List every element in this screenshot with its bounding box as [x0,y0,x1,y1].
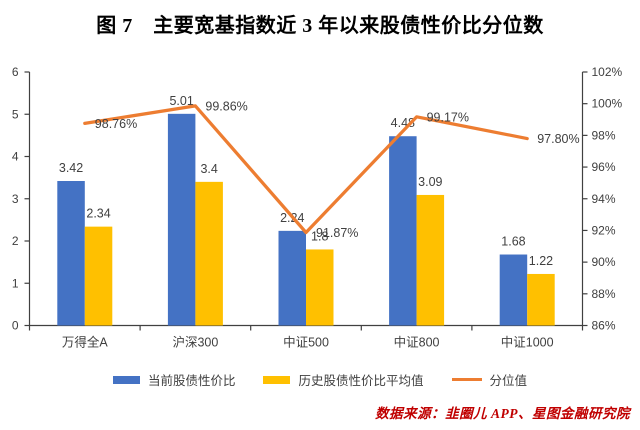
figure-title: 图 7 主要宽基指数近 3 年以来股债性价比分位数 [96,15,544,37]
category-label: 沪深300 [172,336,218,350]
right-axis-tick-label: 96% [592,160,616,174]
category-label: 中证500 [283,335,329,350]
left-axis-tick-label: 2 [12,234,19,248]
legend-label-percentile: 分位值 [489,374,528,388]
legend-swatch-average-bar [263,375,291,384]
legend-item-percentile: 分位值 [451,370,528,389]
bar-value-label: 3.42 [59,161,83,175]
line-value-label: 99.17% [427,110,469,124]
bar-current [389,136,417,326]
category-label: 万得全A [62,335,109,350]
bar-value-label: 2.34 [86,207,110,221]
left-axis-tick-label: 4 [12,150,19,164]
bar-value-label: 1.8 [311,229,328,243]
bar-average [84,226,113,326]
line-value-label: 91.87% [316,226,358,240]
right-axis-tick-label: 98% [592,128,616,142]
bar-current [278,230,306,326]
chart-legend: 当前股债性价比 历史股债性价比平均值 分位值 [0,370,640,389]
left-axis-tick-label: 3 [12,192,19,206]
left-axis-tick-label: 5 [12,107,19,121]
right-axis-tick-label: 100% [592,97,623,111]
line-value-label: 97.80% [537,132,579,146]
bar-current [499,254,528,326]
bar-value-label: 1.22 [529,254,553,268]
bar-average [416,194,445,326]
bar-current [167,113,196,326]
legend-swatch-percentile-line [451,377,482,382]
right-axis-tick-label: 102% [592,65,623,79]
legend-item-average: 历史股债性价比平均值 [263,370,424,389]
category-label: 中证1000 [501,335,554,350]
bar-value-label: 3.09 [418,175,442,189]
bar-current [57,181,85,326]
right-axis-tick-label: 94% [592,192,616,206]
legend-label-average: 历史股债性价比平均值 [298,374,424,388]
bar-average [306,249,334,326]
bar-value-label: 3.4 [200,162,217,176]
right-axis-tick-label: 90% [592,255,616,269]
legend-item-current: 当前股债性价比 [112,370,236,389]
right-axis-tick-label: 86% [592,319,616,333]
percentile-line [83,104,529,235]
line-value-label: 99.86% [205,99,247,113]
right-axis-tick-label: 88% [592,287,616,301]
legend-swatch-current-bar [112,375,140,384]
left-axis-tick-label: 0 [12,319,19,333]
bar-average [527,273,555,326]
category-label: 中证800 [394,335,440,350]
bar-value-label: 1.68 [501,235,525,249]
left-axis-tick-label: 1 [12,276,19,290]
bar-value-label: 5.01 [169,94,193,108]
legend-label-current: 当前股债性价比 [147,374,236,388]
left-axis-tick-label: 6 [12,65,19,79]
bar-average [195,181,223,326]
right-axis-tick-label: 92% [592,223,616,237]
data-source-note: 数据来源：韭圈儿 APP、星图金融研究院 [375,406,630,421]
line-value-label: 98.76% [95,117,137,131]
